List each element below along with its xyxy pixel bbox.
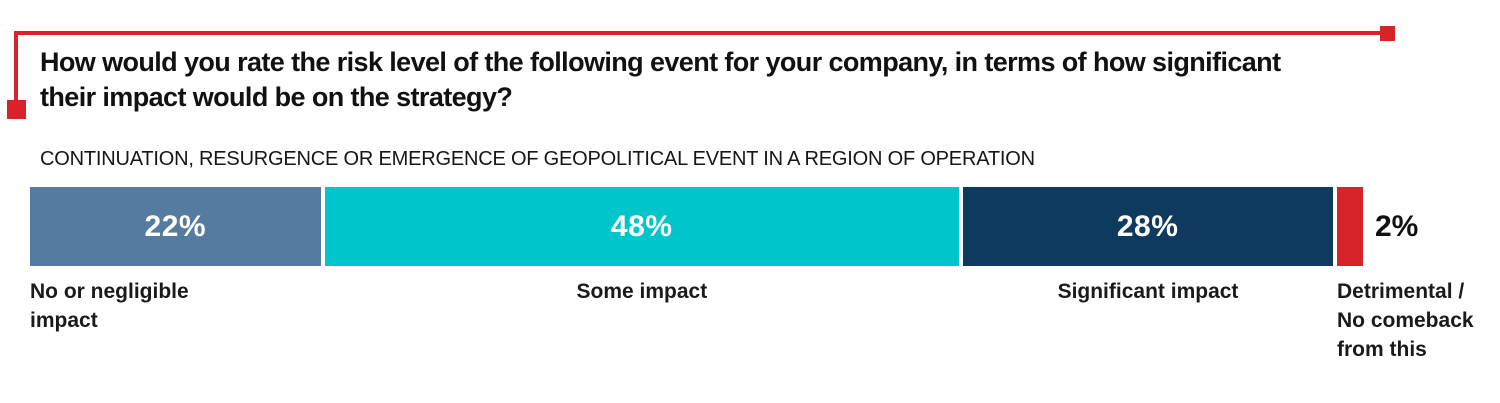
- segment-value-label: 22%: [144, 209, 207, 243]
- segment-value-label: 48%: [610, 209, 673, 243]
- bar-segment-detrimental: [1336, 187, 1363, 266]
- accent-square-right: [1380, 26, 1395, 41]
- category-labels-row: No or negligible impact Some impact Sign…: [30, 277, 1500, 364]
- category-label-no-negligible-impact: No or negligible impact: [30, 280, 189, 332]
- category-label-significant-impact: Significant impact: [1057, 280, 1239, 303]
- accent-line-horizontal: [16, 31, 1382, 35]
- accent-line-vertical: [14, 31, 18, 103]
- question-title: How would you rate the risk level of the…: [40, 47, 1281, 112]
- category-label-some-impact: Some impact: [576, 280, 708, 303]
- accent-square-left: [7, 100, 26, 119]
- bar-segment-some-impact: 48%: [324, 187, 959, 266]
- chart-subtitle: CONTINUATION, RESURGENCE OR EMERGENCE OF…: [40, 148, 1035, 170]
- stacked-bar: 22% 48% 28%: [30, 187, 1363, 266]
- segment-value-label: 28%: [1116, 209, 1179, 243]
- bar-segment-significant-impact: 28%: [962, 187, 1333, 266]
- segment-value-label-outside: 2%: [1375, 209, 1419, 243]
- bar-segment-no-negligible-impact: 22%: [30, 187, 321, 266]
- stacked-bar-row: 22% 48% 28% 2%: [30, 187, 1500, 266]
- category-label-detrimental: Detrimental / No comeback from this: [1337, 280, 1474, 361]
